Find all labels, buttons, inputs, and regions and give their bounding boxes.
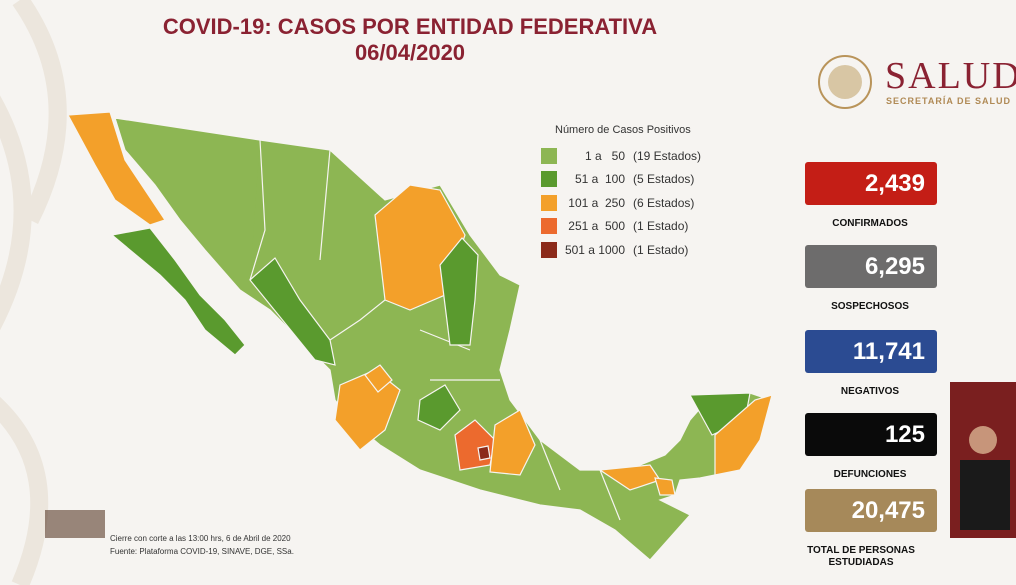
stat-label: CONFIRMADOS [832,218,908,229]
footer-logo [45,510,105,538]
legend-item: 51 a 100 (5 Estados) [535,168,735,192]
legend-item: 501 a 1000 (1 Estado) [535,238,735,262]
legend-count: (1 Estado) [633,242,689,257]
date: 06/04/2020 [354,40,466,65]
legend-count: (5 Estados) [633,172,695,187]
legend-count: (19 Estados) [633,148,702,163]
stat-value: 2,439 [805,162,937,205]
title-block: COVID-19: CASOS POR ENTIDAD FEDERATIVA 0… [100,14,720,66]
legend-swatch [541,218,557,235]
legend: Número de Casos Positivos 1 a 50 (19 Esta… [535,124,735,262]
stat-label: TOTAL DE PERSONAS ESTUDIADAS [807,545,915,568]
legend-item: 251 a 500 (1 Estado) [535,215,735,239]
stat-label: DEFUNCIONES [833,469,907,480]
legend-swatch [541,147,557,164]
legend-range: 1 a 50 [584,148,625,163]
interpreter-body [960,460,1010,530]
stat-value: 6,295 [805,245,937,288]
interpreter-face [969,426,997,454]
legend-items: 1 a 50 (19 Estados) 51 a 100 (5 Estados) 101… [535,144,735,262]
legend-count: (1 Estado) [633,219,689,234]
legend-range: 251 a 500 [568,219,625,234]
background-pattern [0,0,67,585]
stat-label: NEGATIVOS [840,386,900,397]
stat-value: 20,475 [805,489,937,532]
legend-item: 1 a 50 (19 Estados) [535,144,735,168]
states [67,111,773,561]
stat-label: SOSPECHOSOS [831,301,909,312]
seal [818,55,872,109]
stat-value: 125 [805,413,937,456]
footer-source: Fuente: Plataforma COVID-19, SINAVE, DGE… [110,547,294,556]
legend-swatch [541,194,557,211]
legend-swatch [541,171,557,188]
stat-value: 11,741 [805,330,937,373]
legend-count: (6 Estados) [633,195,695,210]
logo-name: SALUD [885,55,1016,97]
footer-note: Cierre con corte a las 13:00 hrs, 6 de A… [110,534,291,543]
legend-swatch [541,241,557,258]
legend-range: 51 a 100 [574,172,625,187]
logo: SALUD SECRETARÍA DE SALUD [815,52,1016,112]
legend-item: 101 a 250 (6 Estados) [535,191,735,215]
legend-range: 501 a 1000 [564,242,625,257]
legend-title: Número de Casos Positivos [555,124,691,136]
title: COVID-19: CASOS POR ENTIDAD FEDERATIVA [162,14,658,39]
logo-subtitle: SECRETARÍA DE SALUD [886,96,1012,106]
legend-range: 101 a 250 [568,195,625,210]
footer: Cierre con corte a las 13:00 hrs, 6 de A… [110,532,294,558]
